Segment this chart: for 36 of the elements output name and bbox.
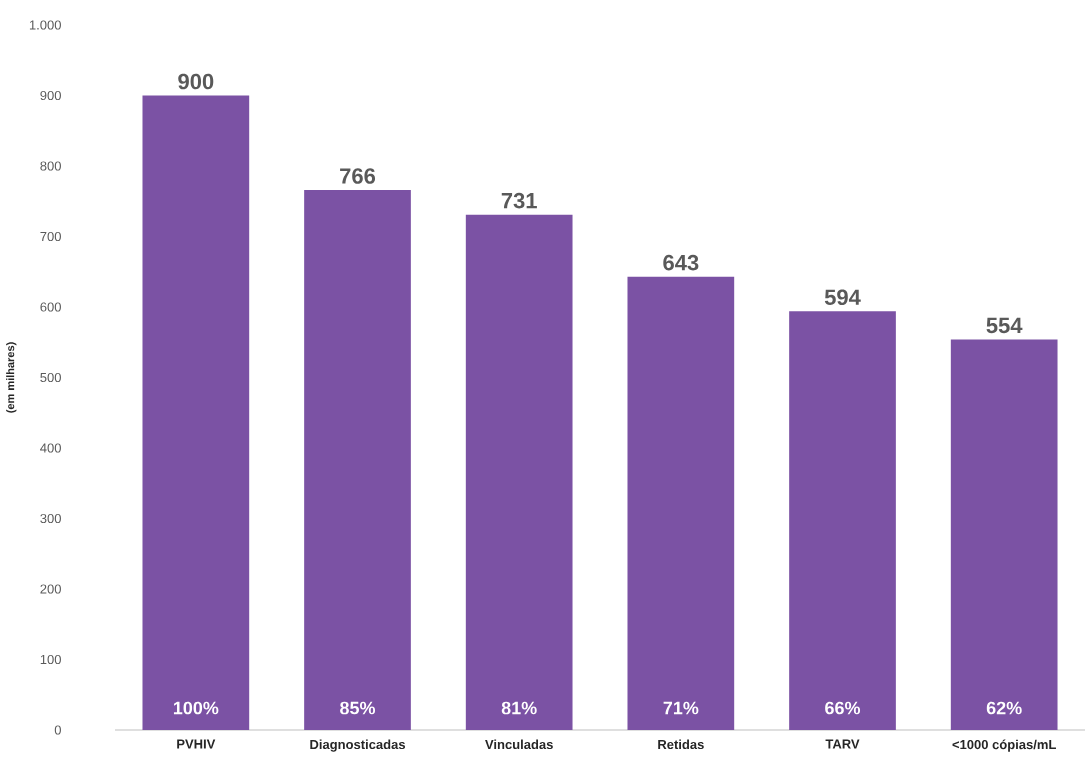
y-tick-label: 600 <box>40 302 61 312</box>
data-label: 900 <box>178 73 214 90</box>
y-tick-label: 400 <box>40 443 61 453</box>
bar <box>789 311 896 730</box>
x-tick-label: Vinculadas <box>485 739 553 750</box>
annotation: 81% <box>501 701 537 715</box>
x-tick-label: Retidas <box>658 739 704 750</box>
annotation: 71% <box>663 701 699 715</box>
bar <box>950 339 1058 730</box>
y-tick-label: 100 <box>40 654 61 665</box>
data-label: 643 <box>663 254 699 271</box>
x-tick-label: <1000 cópias/mL <box>952 739 1056 752</box>
y-tick-label: 200 <box>40 584 61 594</box>
annotation: 100% <box>173 701 219 715</box>
annotation: 66% <box>825 701 861 715</box>
data-label: 594 <box>824 289 861 306</box>
y-tick-label: 800 <box>40 161 61 171</box>
x-tick-label: TARV <box>825 739 860 749</box>
x-tick-label: PVHIV <box>177 739 216 749</box>
y-tick-label: 900 <box>40 90 61 101</box>
bar <box>465 214 573 730</box>
data-label: 731 <box>501 192 537 209</box>
y-axis-title: (em milhares) <box>6 342 17 413</box>
annotation: 85% <box>340 701 376 715</box>
bar <box>627 276 735 730</box>
y-tick-label: 300 <box>40 513 61 524</box>
annotation: 62% <box>986 701 1022 715</box>
bar <box>142 95 250 730</box>
data-label: 766 <box>340 168 376 184</box>
y-tick-label: 700 <box>40 231 61 242</box>
data-label: 554 <box>986 317 1023 334</box>
y-tick-label: 500 <box>40 372 61 383</box>
y-tick-label: 0 <box>54 725 61 735</box>
y-tick-label: 1.000 <box>29 20 61 30</box>
x-tick-label: Diagnosticadas <box>310 739 406 752</box>
bar <box>304 189 411 730</box>
